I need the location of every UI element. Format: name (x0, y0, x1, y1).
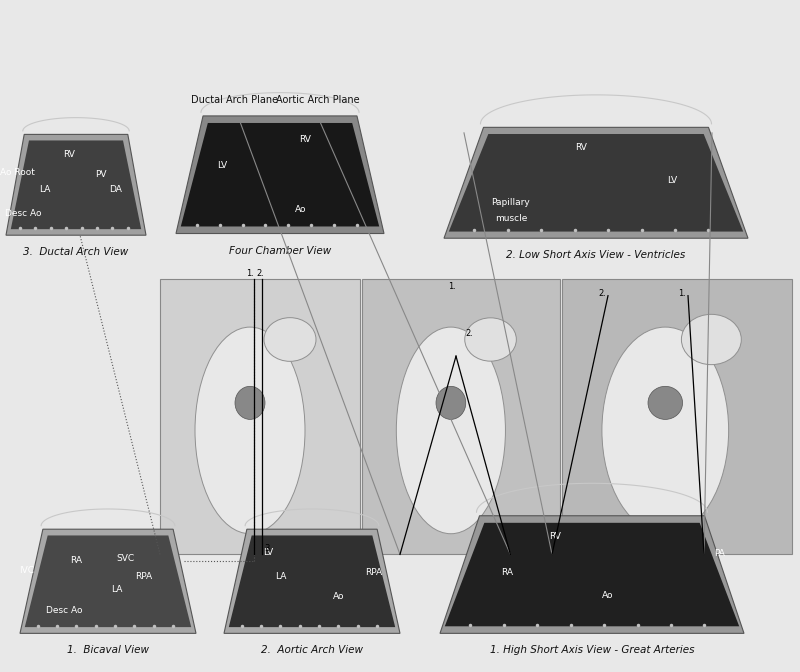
Ellipse shape (648, 386, 682, 419)
Text: 1. High Short Axis View - Great Arteries: 1. High Short Axis View - Great Arteries (490, 645, 694, 655)
Text: Ao: Ao (295, 206, 306, 214)
Text: Aortic Arch Plane: Aortic Arch Plane (276, 95, 359, 106)
Text: PV: PV (95, 170, 107, 179)
Text: RPA: RPA (365, 569, 382, 577)
Polygon shape (20, 530, 196, 633)
Text: LA: LA (111, 585, 122, 594)
Text: Four Chamber View: Four Chamber View (229, 246, 331, 255)
Text: 3.  Ductal Arch View: 3. Ductal Arch View (23, 247, 129, 257)
Text: 1.: 1. (448, 282, 456, 291)
Bar (160, 279, 360, 554)
Text: Papillary: Papillary (491, 198, 530, 207)
Polygon shape (440, 516, 744, 633)
Text: RA: RA (501, 568, 513, 577)
Polygon shape (6, 134, 146, 235)
Polygon shape (181, 123, 379, 226)
Bar (362, 279, 560, 554)
Text: 2. Low Short Axis View - Ventricles: 2. Low Short Axis View - Ventricles (506, 251, 686, 260)
Text: PA: PA (714, 549, 725, 558)
Text: LA: LA (274, 572, 286, 581)
Text: Desc Ao: Desc Ao (5, 208, 41, 218)
Text: 2.: 2. (256, 269, 264, 278)
Text: RA: RA (70, 556, 82, 565)
Ellipse shape (235, 386, 265, 419)
Text: 2.  Aortic Arch View: 2. Aortic Arch View (261, 645, 363, 655)
Polygon shape (224, 530, 400, 633)
Text: Desc Ao: Desc Ao (46, 606, 82, 615)
Text: IVC: IVC (19, 566, 34, 575)
Text: muscle: muscle (494, 214, 527, 222)
Polygon shape (445, 523, 739, 626)
Text: SVC: SVC (117, 554, 134, 563)
Text: 3.: 3. (264, 544, 272, 553)
Ellipse shape (195, 327, 305, 534)
Ellipse shape (396, 327, 506, 534)
Polygon shape (444, 128, 748, 239)
Bar (562, 279, 792, 554)
Polygon shape (229, 536, 395, 627)
Ellipse shape (436, 386, 466, 419)
Text: LV: LV (667, 176, 677, 185)
Text: LA: LA (39, 185, 51, 194)
Text: 1.: 1. (246, 269, 254, 278)
Text: LV: LV (263, 548, 273, 556)
Polygon shape (449, 134, 743, 232)
Text: 2.: 2. (598, 289, 606, 298)
Text: RV: RV (550, 532, 562, 542)
Text: Ductal Arch Plane: Ductal Arch Plane (190, 95, 278, 106)
Text: 1.  Bicaval View: 1. Bicaval View (67, 645, 149, 655)
Text: 1.: 1. (678, 289, 686, 298)
Polygon shape (11, 140, 141, 229)
Text: Ao: Ao (602, 591, 613, 600)
Circle shape (465, 318, 516, 361)
Text: 2.: 2. (466, 329, 474, 338)
Text: RV: RV (299, 135, 311, 144)
Ellipse shape (602, 327, 729, 534)
Text: LV: LV (217, 161, 227, 170)
Text: RV: RV (575, 143, 586, 152)
Circle shape (682, 314, 742, 365)
Text: Ao Root: Ao Root (0, 168, 34, 177)
Circle shape (264, 318, 316, 362)
Text: RV: RV (63, 150, 75, 159)
Polygon shape (176, 116, 384, 234)
Polygon shape (25, 536, 191, 627)
Text: DA: DA (109, 185, 122, 194)
Text: Ao: Ao (333, 593, 344, 601)
Text: RPA: RPA (134, 572, 152, 581)
